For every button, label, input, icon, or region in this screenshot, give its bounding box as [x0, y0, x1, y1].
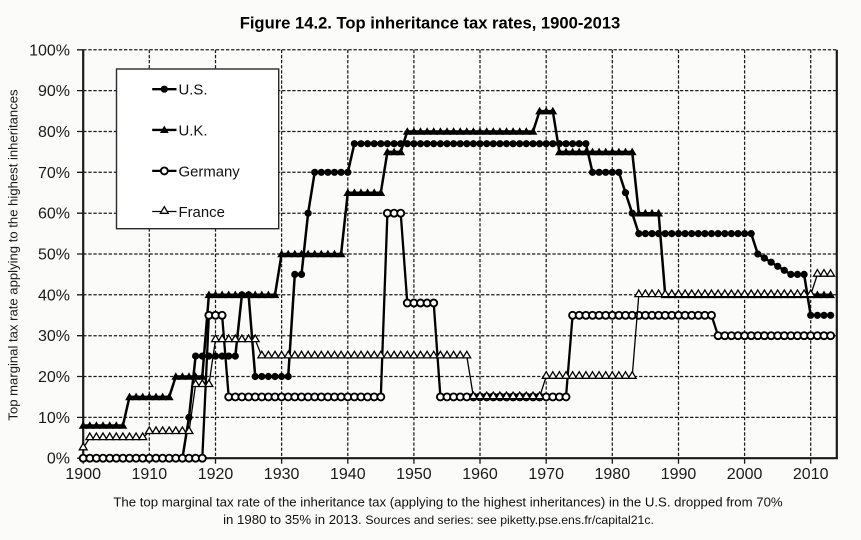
svg-text:The top marginal tax rate of t: The top marginal tax rate of the inherit… [113, 495, 783, 510]
svg-text:1920: 1920 [198, 466, 234, 483]
svg-text:2010: 2010 [793, 466, 829, 483]
svg-text:1980: 1980 [595, 466, 631, 483]
svg-text:40%: 40% [38, 287, 70, 304]
svg-text:U.K.: U.K. [179, 123, 208, 139]
svg-text:1950: 1950 [396, 466, 432, 483]
svg-text:80%: 80% [38, 124, 70, 141]
svg-text:10%: 10% [38, 410, 70, 427]
svg-text:in 1980 to 35% in 2013. Source: in 1980 to 35% in 2013. Sources and seri… [223, 512, 654, 527]
svg-text:1940: 1940 [330, 466, 366, 483]
svg-text:0%: 0% [47, 451, 70, 468]
svg-text:70%: 70% [38, 165, 70, 182]
svg-text:1990: 1990 [661, 466, 697, 483]
svg-text:90%: 90% [38, 83, 70, 100]
svg-text:60%: 60% [38, 206, 70, 223]
svg-text:1960: 1960 [462, 466, 498, 483]
svg-text:France: France [179, 205, 225, 221]
svg-text:1930: 1930 [264, 466, 300, 483]
svg-text:1970: 1970 [528, 466, 564, 483]
svg-text:Figure 14.2. Top inheritance t: Figure 14.2. Top inheritance tax rates, … [240, 14, 621, 33]
svg-text:2000: 2000 [727, 466, 763, 483]
svg-text:20%: 20% [38, 369, 70, 386]
svg-text:U.S.: U.S. [179, 83, 208, 99]
svg-text:30%: 30% [38, 328, 70, 345]
svg-text:Germany: Germany [179, 164, 241, 180]
svg-text:Top marginal tax rate applying: Top marginal tax rate applying to the hi… [6, 89, 21, 421]
svg-text:1900: 1900 [65, 466, 101, 483]
svg-text:100%: 100% [29, 42, 70, 59]
svg-text:50%: 50% [38, 247, 70, 264]
svg-text:1910: 1910 [132, 466, 168, 483]
